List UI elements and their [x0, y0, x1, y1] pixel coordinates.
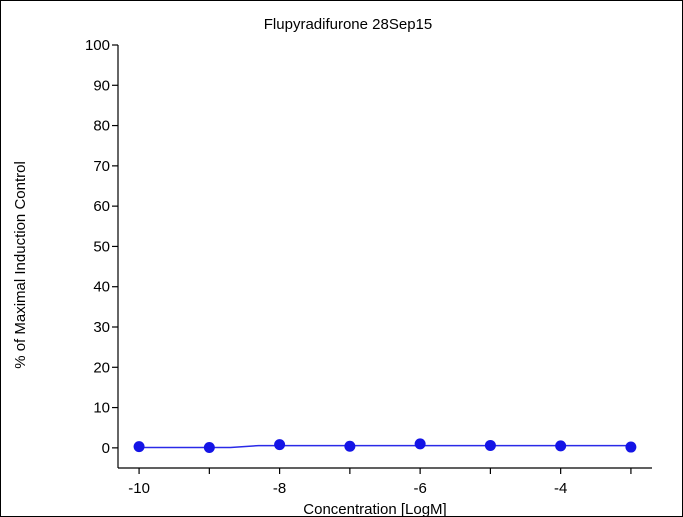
- data-point: [274, 439, 286, 451]
- x-tick-label: -10: [128, 480, 150, 497]
- y-tick-label: 10: [93, 400, 110, 417]
- data-point: [484, 439, 496, 451]
- x-tick-label: -6: [413, 480, 426, 497]
- y-tick-label: 50: [93, 238, 110, 255]
- y-tick-label: 90: [93, 77, 110, 94]
- chart-title: Flupyradifurone 28Sep15: [264, 16, 432, 33]
- data-point: [344, 440, 356, 452]
- data-point: [203, 441, 215, 453]
- axes: [117, 45, 652, 469]
- data-point: [414, 438, 426, 450]
- x-axis-label: Concentration [LogM]: [303, 501, 446, 517]
- x-ticks: -10 -8 -6 -4: [128, 468, 632, 497]
- x-tick-label: -8: [273, 480, 286, 497]
- y-tick-label: 40: [93, 279, 110, 296]
- y-tick-label: 20: [93, 359, 110, 376]
- y-tick-label: 0: [102, 440, 110, 457]
- y-tick-label: 70: [93, 158, 110, 175]
- fit-curve: [139, 444, 631, 449]
- data-point: [625, 441, 637, 453]
- series-layer: [133, 438, 637, 453]
- y-tick-label: 80: [93, 118, 110, 135]
- y-axis-label: % of Maximal Induction Control: [12, 161, 29, 369]
- x-tick-label: -4: [554, 480, 567, 497]
- y-tick-label: 30: [93, 319, 110, 336]
- data-point: [133, 441, 145, 453]
- y-ticks: 0 10 20 30 40 50 60 70 80 90 100: [85, 37, 118, 457]
- y-tick-label: 100: [85, 37, 110, 54]
- data-point: [555, 440, 567, 452]
- y-tick-label: 60: [93, 198, 110, 215]
